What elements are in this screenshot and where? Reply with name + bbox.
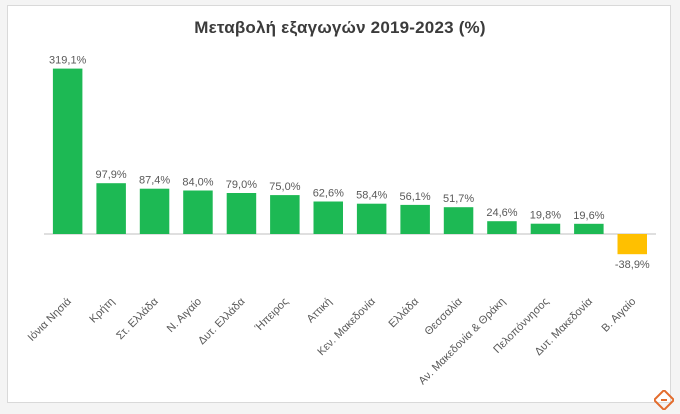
- chart-title: Μεταβολή εξαγωγών 2019-2023 (%): [194, 18, 486, 37]
- data-label: 62,6%: [313, 188, 344, 200]
- category-tick-label: Αττική: [305, 296, 335, 326]
- category-tick-label: Β. Αιγαίο: [599, 296, 638, 335]
- category-tick-label: Ν. Αιγαίο: [165, 296, 204, 335]
- data-label: 19,6%: [573, 210, 604, 222]
- category-tick-label: Θεσσαλία: [423, 295, 466, 338]
- data-label: 51,7%: [443, 193, 474, 205]
- category-tick-label: Ήπειρος: [252, 296, 291, 335]
- bar: [96, 183, 126, 234]
- data-label: 19,8%: [530, 210, 561, 222]
- bar: [356, 203, 387, 234]
- bar: [400, 204, 430, 234]
- bar: [226, 193, 257, 234]
- bar: [139, 188, 170, 234]
- bar: [530, 223, 561, 234]
- category-tick-label: Κρήτη: [87, 296, 117, 326]
- data-label: -38,9%: [615, 259, 650, 271]
- data-label: 79,0%: [226, 179, 257, 191]
- bar: [183, 190, 213, 234]
- category-tick-label: Δυτ. Ελλάδα: [196, 295, 248, 347]
- data-label: 319,1%: [49, 55, 87, 67]
- bar: [270, 195, 300, 234]
- chart-frame: Μεταβολή εξαγωγών 2019-2023 (%) 319,1% Ιό…: [7, 5, 671, 403]
- bar: [443, 207, 474, 234]
- category-tick-label: Στ. Ελλάδα: [114, 295, 161, 342]
- bar: [617, 234, 647, 255]
- data-label: 97,9%: [95, 169, 126, 181]
- bar: [574, 223, 604, 234]
- data-label: 56,1%: [399, 191, 430, 203]
- data-label: 87,4%: [139, 175, 170, 187]
- corner-logo-icon: [654, 390, 674, 410]
- data-label: 84,0%: [182, 177, 213, 189]
- bar: [487, 221, 517, 234]
- category-tick-label: Ελλάδα: [387, 295, 422, 330]
- category-tick-label: Ιόνια Νησιά: [26, 295, 75, 344]
- data-label: 58,4%: [356, 190, 387, 202]
- category-tick-label: Αν. Μακεδονία & Θράκη: [417, 296, 509, 388]
- data-label: 24,6%: [486, 207, 517, 219]
- bar: [52, 68, 83, 234]
- data-label: 75,0%: [269, 181, 300, 193]
- chart-plot: 319,1% Ιόνια Νησιά 97,9% Κρήτη 87,4% Στ. Ελλά…: [26, 55, 656, 388]
- bar: [313, 201, 343, 234]
